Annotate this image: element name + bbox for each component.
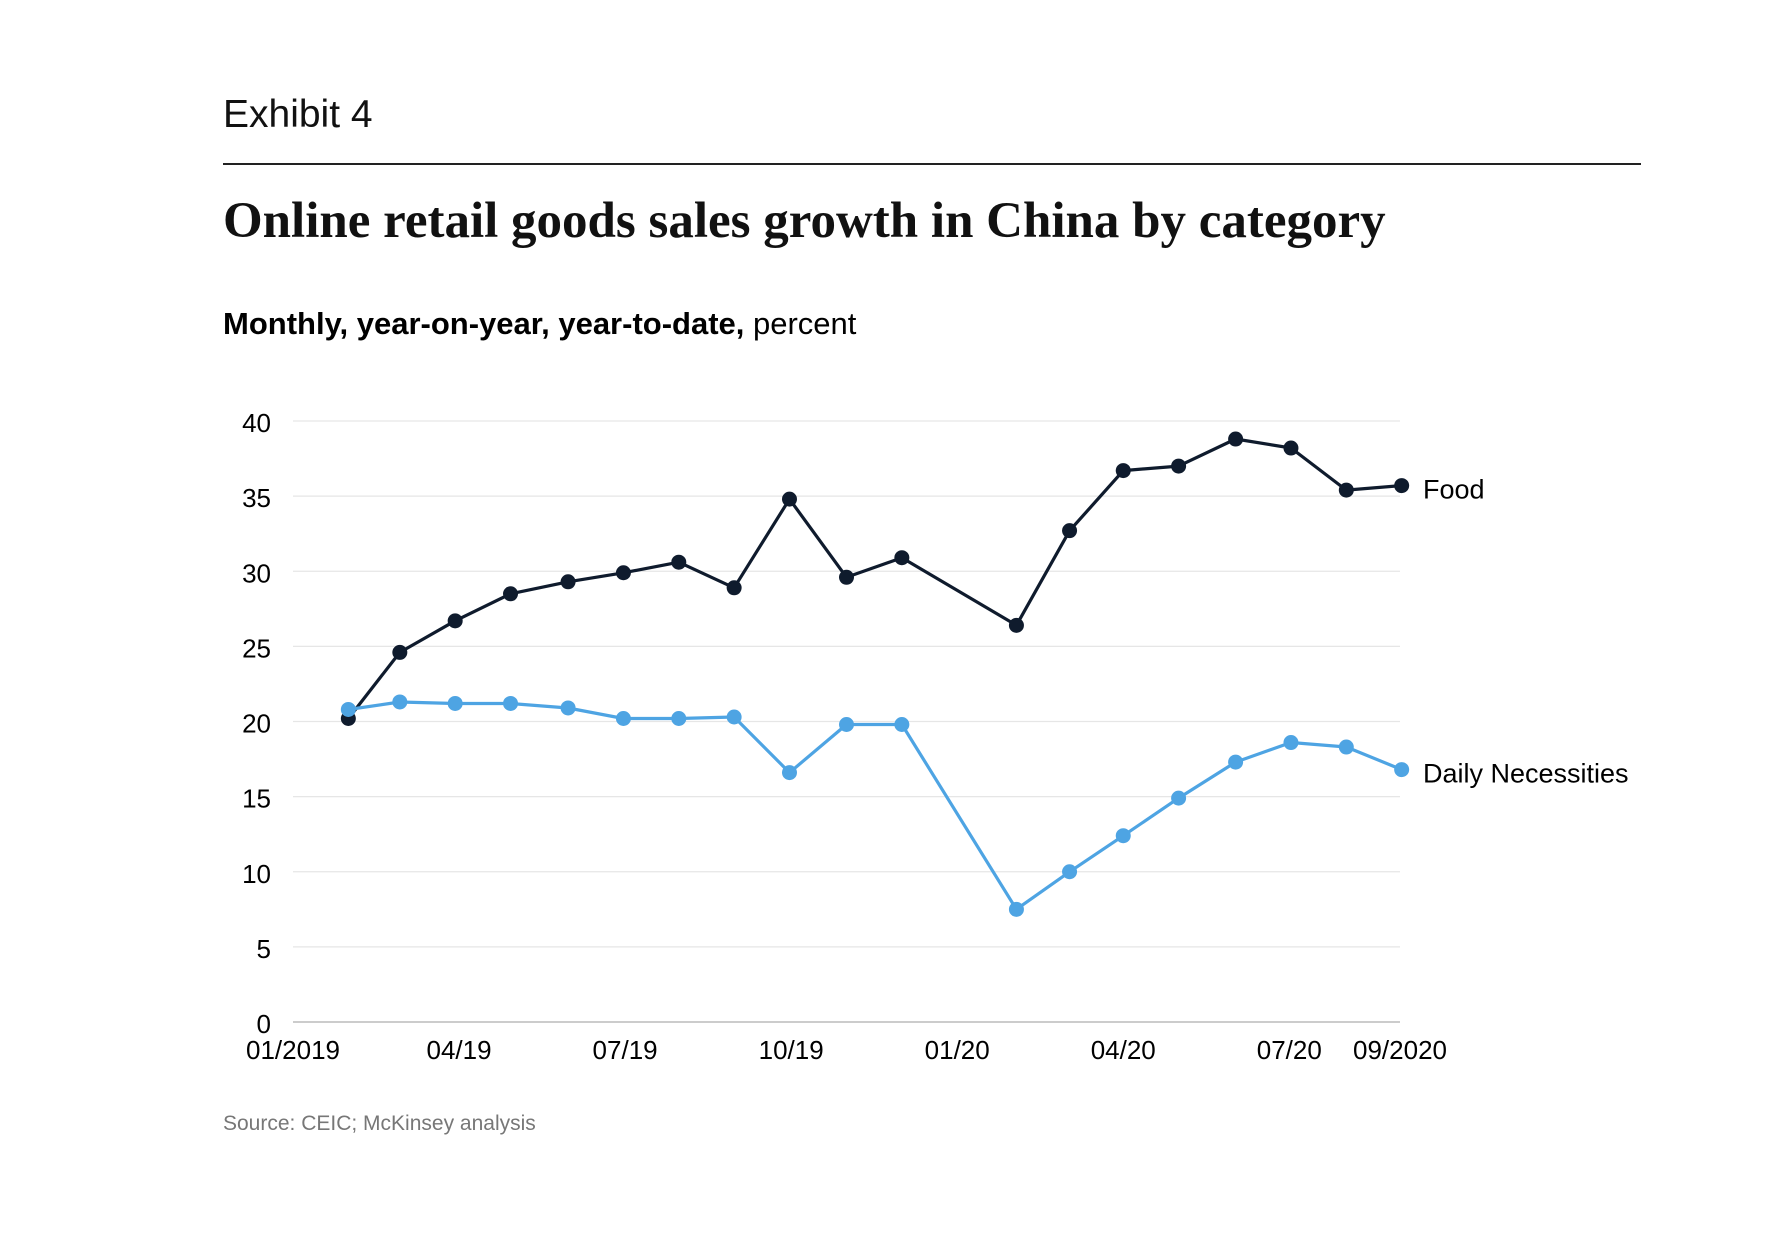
data-point bbox=[1171, 790, 1187, 806]
data-point bbox=[781, 491, 797, 507]
data-point bbox=[1228, 431, 1244, 447]
subtitle-unit: percent bbox=[744, 306, 857, 341]
x-tick-label: 07/19 bbox=[593, 1035, 658, 1065]
data-point bbox=[392, 694, 408, 710]
x-tick-label: 01/20 bbox=[925, 1035, 990, 1065]
data-point bbox=[447, 613, 463, 629]
y-tick-label: 0 bbox=[257, 1009, 271, 1039]
series-line-food bbox=[346, 437, 1404, 721]
x-tick-label: 07/20 bbox=[1257, 1035, 1322, 1065]
data-point bbox=[1394, 762, 1410, 778]
y-tick-label: 25 bbox=[242, 633, 271, 663]
data-point bbox=[1338, 482, 1354, 498]
series-line-daily-necessities bbox=[346, 700, 1404, 911]
y-tick-label: 20 bbox=[242, 709, 271, 739]
data-point bbox=[1394, 478, 1410, 494]
x-tick-label: 09/2020 bbox=[1353, 1035, 1447, 1065]
data-point bbox=[1062, 864, 1078, 880]
y-tick-label: 30 bbox=[242, 558, 271, 588]
y-tick-label: 5 bbox=[257, 934, 271, 964]
data-point bbox=[1228, 754, 1244, 770]
subtitle-bold: Monthly, year-on-year, year-to-date, bbox=[223, 306, 745, 341]
chart-title: Online retail goods sales growth in Chin… bbox=[223, 193, 1386, 249]
x-tick-label: 04/19 bbox=[427, 1035, 492, 1065]
data-point bbox=[1283, 735, 1299, 751]
data-point bbox=[671, 710, 687, 726]
source-note: Source: CEIC; McKinsey analysis bbox=[223, 1112, 536, 1135]
data-point bbox=[1062, 523, 1078, 539]
y-tick-label: 40 bbox=[242, 408, 271, 438]
data-point bbox=[1171, 458, 1187, 474]
chart-subtitle: Monthly, year-on-year, year-to-date, per… bbox=[223, 308, 856, 339]
data-point bbox=[447, 695, 463, 711]
x-tick-label: 10/19 bbox=[759, 1035, 824, 1065]
series-label: Daily Necessities bbox=[1423, 759, 1629, 789]
data-point bbox=[839, 717, 854, 733]
data-point bbox=[1115, 463, 1131, 479]
data-point bbox=[726, 709, 742, 725]
y-tick-label: 10 bbox=[242, 859, 271, 889]
data-point bbox=[1008, 901, 1024, 917]
data-point bbox=[894, 717, 910, 733]
data-point bbox=[671, 554, 687, 570]
y-tick-label: 15 bbox=[242, 784, 271, 814]
data-point bbox=[1338, 739, 1354, 755]
data-point bbox=[726, 580, 742, 596]
data-point bbox=[560, 700, 576, 716]
data-point bbox=[503, 586, 519, 602]
series-label: Food bbox=[1423, 475, 1485, 505]
y-tick-label: 35 bbox=[242, 483, 271, 513]
data-point bbox=[392, 644, 408, 660]
data-point bbox=[894, 550, 910, 566]
data-point bbox=[1115, 828, 1131, 844]
exhibit-label: Exhibit 4 bbox=[223, 93, 373, 136]
data-point bbox=[1008, 617, 1024, 633]
x-tick-label: 04/20 bbox=[1091, 1035, 1156, 1065]
data-point bbox=[781, 765, 797, 781]
data-point bbox=[560, 574, 576, 590]
x-tick-label: 01/2019 bbox=[246, 1035, 340, 1065]
data-point bbox=[503, 695, 519, 711]
data-point bbox=[1283, 440, 1299, 456]
data-point bbox=[839, 569, 854, 585]
header-divider bbox=[223, 163, 1641, 165]
data-point bbox=[615, 565, 631, 581]
data-point bbox=[340, 701, 356, 717]
data-point bbox=[615, 710, 631, 726]
